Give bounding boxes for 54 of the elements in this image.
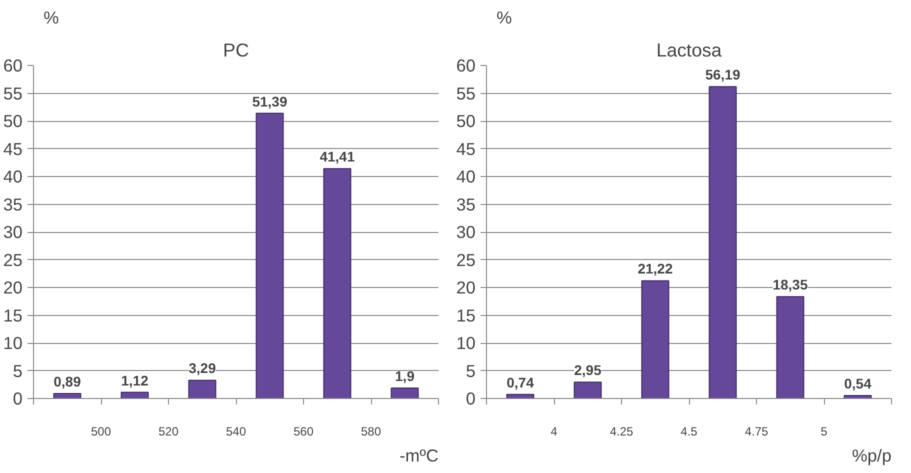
y-tick-label: 30 — [456, 222, 476, 242]
y-tick-label: 5 — [466, 360, 476, 381]
x-tick-label: 4.25 — [610, 424, 634, 438]
y-tick-label: 45 — [456, 138, 476, 159]
data-label: 1,12 — [121, 372, 149, 388]
x-tick-label: 4.75 — [744, 424, 769, 438]
data-label: 51,39 — [252, 93, 288, 110]
y-axis-title: % — [44, 8, 59, 28]
y-tick-label: 35 — [3, 194, 23, 214]
x-axis-title: -mºC — [399, 446, 439, 466]
x-tick-label: 580 — [360, 424, 382, 438]
y-tick-label: 55 — [3, 83, 23, 104]
y-tick-label: 45 — [3, 138, 23, 159]
y-tick-label: 60 — [3, 56, 23, 76]
y-tick-label: 35 — [456, 194, 476, 214]
x-axis-title: %p/p — [852, 446, 892, 466]
y-tick-label: 0 — [12, 388, 23, 408]
y-tick-label: 40 — [3, 166, 23, 186]
x-tick-label: 5 — [820, 424, 828, 438]
y-tick-label: 15 — [456, 305, 476, 326]
y-tick-label: 10 — [3, 333, 23, 353]
y-tick-label: 20 — [3, 278, 23, 298]
y-tick-label: 30 — [3, 222, 23, 242]
y-tick-label: 15 — [3, 305, 23, 326]
y-tick-label: 0 — [466, 388, 476, 408]
x-tick-label: 560 — [293, 424, 314, 438]
x-tick-label: 540 — [226, 424, 246, 438]
y-tick-label: 55 — [456, 83, 476, 104]
y-axis-title: % — [496, 8, 512, 28]
y-tick-label: 25 — [456, 250, 476, 270]
data-label: 1,9 — [395, 368, 415, 384]
chart-title: Lactosa — [656, 40, 722, 60]
chart-title: PC — [223, 40, 249, 60]
data-label: 2,95 — [574, 362, 602, 378]
data-label: 21,22 — [638, 260, 673, 277]
y-tick-label: 50 — [3, 111, 23, 131]
data-label: 0,74 — [506, 374, 534, 390]
data-label: 0,89 — [54, 374, 82, 390]
y-tick-label: 25 — [3, 250, 23, 270]
y-tick-label: 60 — [456, 56, 476, 76]
y-tick-label: 20 — [456, 278, 476, 298]
y-tick-label: 10 — [456, 333, 476, 353]
data-label: 0,54 — [844, 376, 872, 392]
data-label: 41,41 — [320, 148, 355, 165]
y-tick-label: 40 — [456, 166, 476, 186]
x-tick-label: 500 — [90, 424, 112, 438]
data-label: 3,29 — [188, 360, 216, 376]
x-tick-label: 520 — [158, 424, 179, 438]
data-label: 18,35 — [772, 276, 808, 293]
y-tick-label: 50 — [456, 111, 476, 131]
y-tick-label: 5 — [12, 360, 23, 381]
x-tick-label: 4 — [550, 424, 558, 438]
x-tick-label: 4.5 — [680, 424, 698, 438]
data-label: 56,19 — [705, 66, 740, 83]
